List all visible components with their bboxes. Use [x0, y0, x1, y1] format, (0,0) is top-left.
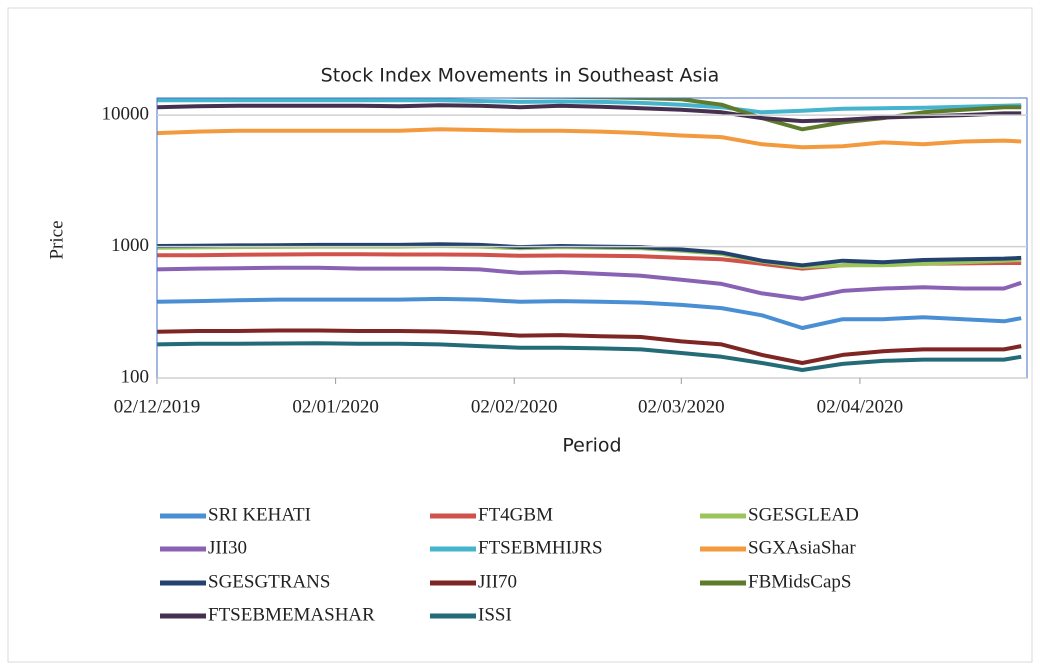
y-tick-label: 100	[121, 366, 150, 387]
x-tick-label: 02/12/2019	[114, 396, 201, 417]
legend-label: JII70	[478, 571, 517, 592]
legend-label: FTSEBMHIJRS	[478, 537, 603, 558]
legend-label: SGXAsiaShar	[748, 537, 856, 558]
series-line	[157, 127, 1022, 150]
legend-label: FT4GBM	[478, 504, 553, 525]
legend-label: JII30	[208, 537, 247, 558]
series-line	[157, 341, 1022, 372]
series-line	[157, 98, 1022, 115]
y-axis-label: Price	[46, 220, 67, 259]
legend-label: SGESGTRANS	[208, 571, 330, 592]
legend-label: SGESGLEAD	[748, 504, 859, 525]
series-line	[157, 328, 1022, 365]
x-tick-label: 02/04/2020	[817, 396, 904, 417]
x-tick-label: 02/01/2020	[292, 396, 379, 417]
legend-label: ISSI	[478, 604, 512, 625]
series-line	[157, 103, 1022, 124]
x-tick-label: 02/03/2020	[638, 396, 725, 417]
legend-label: FTSEBMEMASHAR	[208, 604, 375, 625]
legend-label: FBMidsCapS	[748, 571, 851, 592]
x-tick-label: 02/02/2020	[471, 396, 558, 417]
x-axis-label: Period	[562, 435, 621, 457]
plot-area	[157, 98, 1022, 372]
y-tick-label: 10000	[102, 103, 150, 124]
legend-label: SRI KEHATI	[208, 504, 311, 525]
y-tick-label: 1000	[111, 235, 149, 256]
chart-title: Stock Index Movements in Southeast Asia	[321, 65, 720, 87]
series-line	[157, 265, 1022, 301]
series-line	[157, 296, 1022, 330]
